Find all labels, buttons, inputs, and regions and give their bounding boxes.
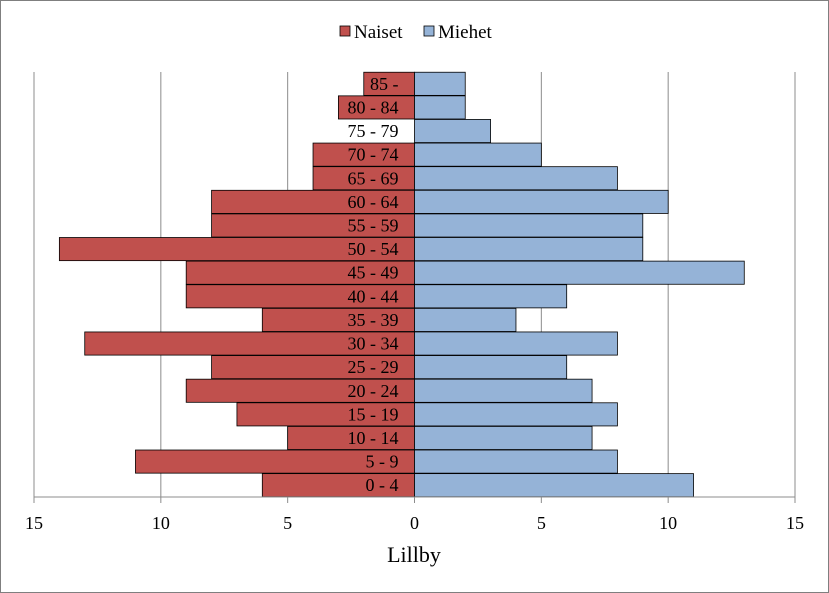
age-label-17: 85 - bbox=[370, 74, 399, 94]
age-label-14: 70 - 74 bbox=[348, 145, 399, 165]
bars bbox=[58, 71, 745, 498]
x-tick-label-3: 0 bbox=[410, 513, 419, 533]
age-label-4: 20 - 24 bbox=[348, 381, 399, 401]
age-labels: 0 - 4 5 - 9 10 - 14 15 - 19 20 - 24 25 - 29 30… bbox=[348, 74, 399, 495]
bar-miehet-15 bbox=[414, 119, 491, 143]
age-label-12: 60 - 64 bbox=[348, 192, 399, 212]
age-label-6: 30 - 34 bbox=[348, 334, 399, 354]
bar-miehet-11 bbox=[414, 213, 644, 238]
bar-miehet-7 bbox=[414, 307, 517, 332]
bar-miehet-0 bbox=[414, 473, 694, 498]
age-label-10: 50 - 54 bbox=[348, 239, 399, 259]
bar-miehet-17 bbox=[414, 71, 466, 96]
age-label-11: 55 - 59 bbox=[348, 215, 399, 235]
x-tick-label-4: 5 bbox=[537, 513, 546, 533]
bar-miehet-13 bbox=[414, 166, 618, 191]
bar-miehet-4 bbox=[414, 378, 593, 403]
x-axis-title: Lillby bbox=[387, 542, 441, 567]
bar-miehet-6 bbox=[414, 331, 618, 356]
bar-miehet-16 bbox=[414, 95, 466, 120]
legend-label-miehet: Miehet bbox=[438, 22, 493, 43]
legend-label-naiset: Naiset bbox=[354, 22, 403, 43]
bar-miehet-5 bbox=[414, 355, 568, 380]
bar-miehet-1 bbox=[414, 449, 618, 474]
bar-miehet-14 bbox=[414, 142, 542, 167]
x-tick-label-5: 10 bbox=[659, 513, 677, 533]
x-tick-label-0: 15 bbox=[25, 513, 43, 533]
legend-swatch-naiset bbox=[339, 25, 351, 37]
age-label-9: 45 - 49 bbox=[348, 263, 399, 283]
x-tick-label-6: 15 bbox=[786, 513, 804, 533]
age-label-5: 25 - 29 bbox=[348, 357, 399, 377]
age-label-1: 5 - 9 bbox=[366, 452, 399, 472]
age-label-8: 40 - 44 bbox=[348, 286, 399, 306]
bar-miehet-10 bbox=[414, 237, 644, 262]
age-label-13: 65 - 69 bbox=[348, 168, 399, 188]
bar-miehet-12 bbox=[414, 189, 669, 214]
age-label-16: 80 - 84 bbox=[348, 97, 399, 117]
bar-miehet-8 bbox=[414, 284, 568, 309]
age-label-3: 15 - 19 bbox=[348, 404, 399, 424]
bar-miehet-2 bbox=[414, 426, 593, 450]
legend: Naiset Miehet bbox=[339, 22, 493, 43]
age-label-7: 35 - 39 bbox=[348, 310, 399, 330]
x-tick-labels: 15 10 5 0 5 10 15 bbox=[25, 513, 804, 533]
age-label-2: 10 - 14 bbox=[348, 428, 399, 448]
legend-swatch-miehet bbox=[423, 25, 435, 37]
bar-miehet-3 bbox=[414, 402, 618, 427]
age-label-0: 0 - 4 bbox=[366, 475, 399, 495]
x-tick-label-1: 10 bbox=[152, 513, 170, 533]
x-axis bbox=[33, 496, 796, 503]
bar-miehet-9 bbox=[414, 260, 745, 285]
x-tick-label-2: 5 bbox=[283, 513, 292, 533]
age-label-15: 75 - 79 bbox=[348, 121, 399, 141]
